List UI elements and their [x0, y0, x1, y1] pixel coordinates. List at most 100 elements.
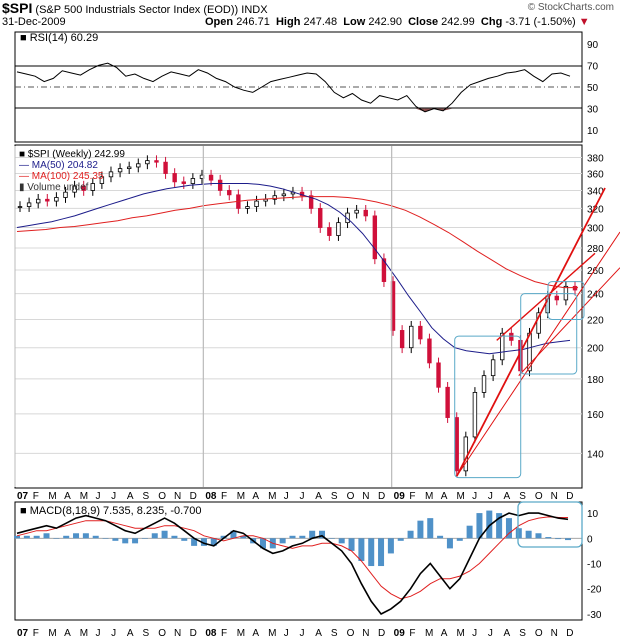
price-tick-label: 200 — [587, 344, 604, 355]
x-tick-label: D — [190, 628, 197, 639]
macd-hist-bar — [358, 538, 365, 561]
x-tick-label: O — [347, 491, 355, 502]
macd-tick-label: -30 — [587, 610, 602, 621]
x-tick-label: M — [268, 491, 276, 502]
x-tick-label: S — [143, 628, 150, 639]
macd-hist-bar — [82, 533, 89, 539]
macd-hist-bar — [33, 535, 40, 539]
macd-hist-bar — [525, 530, 532, 539]
price-bar-body — [136, 163, 141, 168]
price-bar-body — [427, 338, 432, 364]
price-bar-body — [63, 191, 68, 198]
x-tick-label: M — [80, 491, 88, 502]
price-bar-body — [308, 195, 314, 209]
x-tick-label: A — [315, 491, 322, 502]
macd-hist-bar — [279, 538, 286, 544]
open-value: 246.71 — [236, 16, 270, 28]
macd-tick-label: -10 — [587, 560, 602, 571]
price-bar-body — [354, 209, 359, 214]
price-tick-label: 360 — [587, 169, 604, 180]
quote-date: 31-Dec-2009 — [2, 16, 66, 28]
rsi-tick-label: 70 — [587, 61, 599, 72]
macd-axis: 10 0 -10 -20 -30 — [15, 509, 602, 621]
price-tick-label: 220 — [587, 315, 604, 326]
x-tick-label: N — [174, 491, 181, 502]
macd-hist-bar — [348, 538, 355, 551]
macd-tick-label: 0 — [587, 534, 593, 545]
macd-panel — [14, 501, 583, 621]
x-tick-label: M — [80, 628, 88, 639]
macd-tick-label: 10 — [587, 509, 599, 520]
x-tick-label: S — [519, 628, 526, 639]
price-bar-body — [418, 325, 423, 340]
price-bar-body — [217, 179, 223, 191]
x-tick-label: M — [456, 491, 464, 502]
macd-hist-bar — [230, 530, 237, 539]
x-tick-label: 09 — [394, 628, 406, 639]
x-tick-label: M — [48, 628, 56, 639]
macd-hist-bar — [240, 535, 247, 539]
price-bar-body — [563, 285, 569, 301]
high-label: High — [275, 16, 301, 28]
macd-hist-bar — [515, 528, 522, 539]
x-tick-label: J — [488, 628, 493, 639]
highlight-box — [454, 335, 522, 479]
macd-highlight-box — [517, 501, 583, 548]
price-panel — [14, 144, 583, 489]
x-tick-label: A — [64, 628, 71, 639]
x-tick-label: J — [472, 491, 477, 502]
macd-hist-bar — [220, 535, 227, 539]
x-axis-bottom: 07 F M A M J J A S O N D 08 F M A M J J A S O N D 09 F M A M J J A S O N D — [14, 146, 574, 639]
x-tick-label: A — [127, 491, 134, 502]
macd-line — [16, 512, 569, 616]
x-tick-label: F — [409, 491, 415, 502]
x-tick-label: D — [566, 628, 573, 639]
chg-label: Chg — [480, 16, 503, 28]
price-bar-body — [363, 209, 368, 217]
price-bar-body — [463, 436, 469, 472]
x-tick-label: 07 — [17, 491, 29, 502]
x-tick-label: J — [111, 628, 116, 639]
x-tick-label: F — [221, 491, 227, 502]
price-tick-label: 300 — [587, 224, 604, 235]
price-tick-label: 240 — [587, 290, 604, 301]
x-tick-label: 08 — [205, 491, 217, 502]
macd-hist-bar — [505, 518, 512, 539]
macd-hist-bar — [535, 533, 542, 539]
x-tick-label: M — [425, 491, 433, 502]
x-tick-label: S — [519, 491, 526, 502]
price-bar-body — [372, 215, 378, 260]
low-value: 242.90 — [368, 16, 402, 28]
price-bar-body — [26, 202, 32, 207]
price-bar-body — [126, 166, 132, 169]
x-tick-label: A — [64, 491, 71, 502]
x-tick-label: N — [551, 491, 558, 502]
x-tick-label: J — [95, 491, 100, 502]
x-tick-label: A — [252, 628, 259, 639]
price-bar-body — [227, 190, 232, 196]
x-tick-label: M — [48, 491, 56, 502]
macd-hist-bar — [23, 535, 30, 539]
x-tick-label: F — [33, 628, 39, 639]
price-bar-body — [90, 183, 95, 191]
macd-hist-bar — [200, 538, 207, 546]
chg-value: -3.71 (-1.50%) — [505, 16, 576, 28]
price-bar-body — [81, 185, 86, 191]
price-bar-body — [172, 173, 177, 183]
macd-hist-bar — [496, 513, 503, 539]
exchange: INDX — [241, 4, 268, 16]
macd-hist-bar — [486, 510, 493, 539]
macd-hist-bar — [141, 538, 148, 539]
x-tick-label: J — [300, 491, 305, 502]
macd-hist-bar — [437, 535, 444, 539]
rsi-line — [16, 62, 571, 113]
x-tick-label: M — [237, 628, 245, 639]
x-tick-label: 09 — [394, 491, 406, 502]
x-tick-label: A — [504, 628, 511, 639]
x-tick-label: N — [362, 491, 369, 502]
high-value: 247.48 — [303, 16, 338, 28]
x-tick-label: F — [33, 491, 39, 502]
price-bar-body — [190, 178, 196, 184]
macd-hist-bar — [151, 533, 158, 539]
macd-hist-bar — [210, 538, 217, 546]
